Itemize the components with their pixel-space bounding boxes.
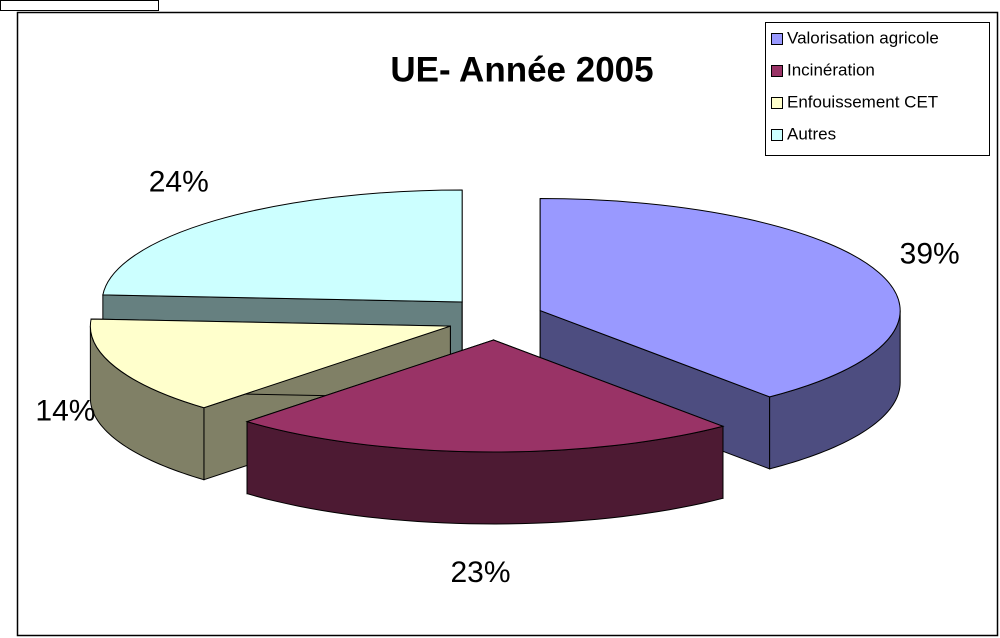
small-frame	[0, 0, 159, 11]
legend-swatch	[771, 33, 783, 45]
slice	[245, 339, 725, 453]
data-label: 39%	[900, 237, 960, 270]
legend-swatch	[771, 129, 783, 141]
legend-label: Autres	[787, 124, 836, 143]
legend-label: Valorisation agricole	[787, 28, 939, 47]
slice	[539, 198, 901, 398]
data-label: 14%	[35, 394, 95, 427]
data-label: 24%	[149, 166, 209, 199]
pie	[89, 189, 901, 525]
legend-label: Incinération	[787, 60, 875, 79]
data-label: 23%	[450, 556, 510, 589]
legend-label: Enfouissement CET	[787, 92, 938, 111]
slice	[102, 189, 463, 303]
chart-title: UE- Année 2005	[390, 50, 653, 89]
legend-box	[765, 22, 990, 156]
slice	[89, 318, 451, 409]
legend-swatch	[771, 97, 783, 109]
legend-swatch	[771, 65, 783, 77]
